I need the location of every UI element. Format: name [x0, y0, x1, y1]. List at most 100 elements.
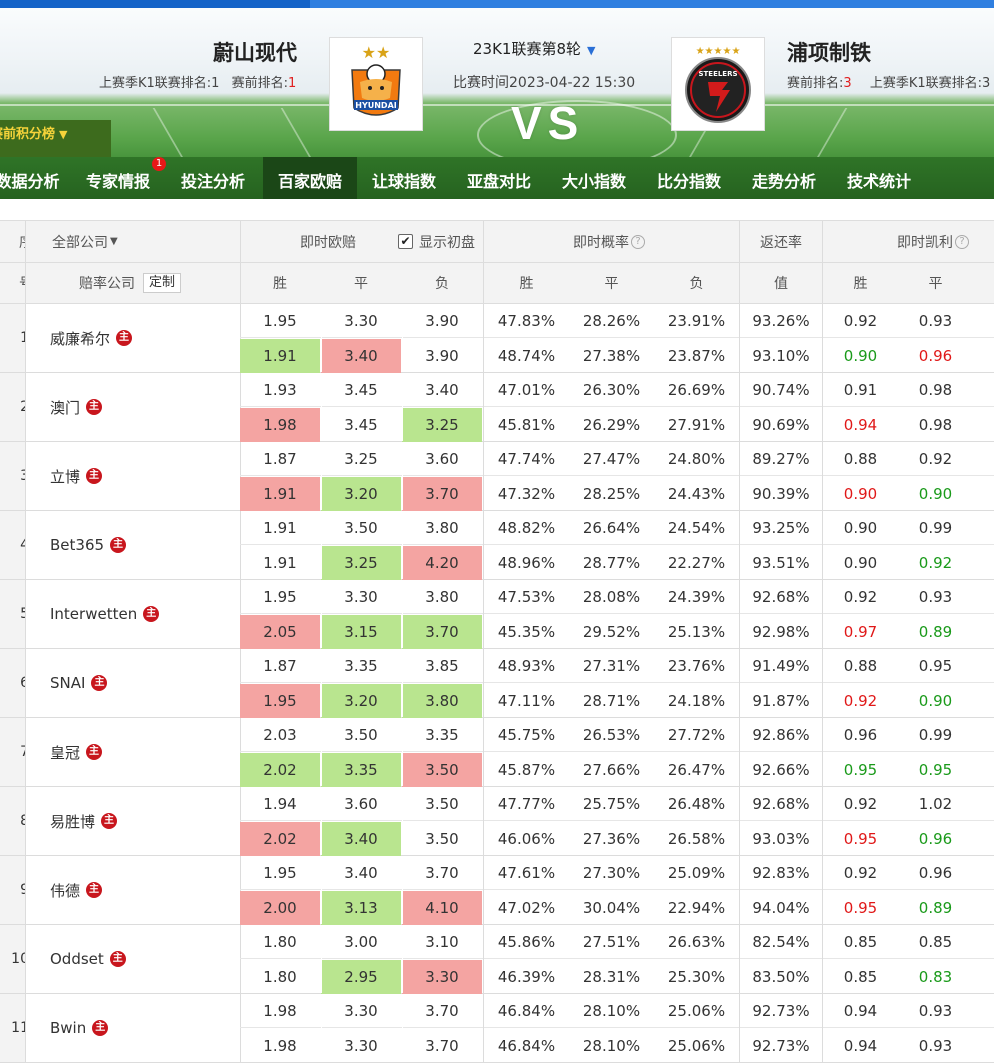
- table-row[interactable]: 3 立博主 1.87 3.25 3.60 47.74% 27.47% 24.80% 89.27%…: [0, 442, 994, 511]
- company-name[interactable]: Bwin 主: [50, 994, 109, 1062]
- company-name-text: 易胜博: [50, 812, 96, 831]
- table-row[interactable]: 8 易胜博主 1.94 3.60 3.50 47.77% 25.75% 26.48% 92.68…: [0, 787, 994, 856]
- odds-draw: 3.45: [344, 381, 378, 399]
- match-round-selector[interactable]: 23K1联赛第8轮 ▼: [473, 38, 595, 59]
- company-name[interactable]: Interwetten 主: [50, 580, 160, 648]
- kelly-draw: 0.96: [918, 347, 953, 365]
- company-name[interactable]: 易胜博主: [50, 787, 118, 855]
- tab-euro-odds[interactable]: 百家欧赔: [263, 157, 357, 199]
- return-rate: 91.87%: [752, 692, 810, 710]
- company-name[interactable]: 澳门主: [50, 373, 103, 441]
- odds-win: 2.02: [240, 753, 320, 787]
- kelly-draw: 0.95: [918, 657, 953, 675]
- company-name[interactable]: 伟德主: [50, 856, 103, 924]
- kelly-win: 0.92: [843, 312, 878, 330]
- row-number: 9: [0, 856, 25, 924]
- help-icon[interactable]: ?: [955, 234, 969, 249]
- prob-win: 47.11%: [497, 692, 556, 710]
- odds-lose: 3.90: [425, 347, 459, 365]
- odds-draw: 3.40: [344, 864, 378, 882]
- help-icon[interactable]: ?: [631, 234, 645, 249]
- table-row[interactable]: 10 Oddset 主 1.80 3.00 3.10 45.86% 27.51% 26.63% 8…: [0, 925, 994, 994]
- company-name[interactable]: Bet365 主: [50, 511, 127, 579]
- kelly-draw: 0.90: [918, 485, 953, 503]
- points-table-label: 赛前积分榜: [0, 127, 56, 142]
- main-badge-icon: 主: [109, 951, 126, 967]
- company-name[interactable]: Oddset 主: [50, 925, 126, 993]
- custom-button[interactable]: 定制: [143, 273, 182, 293]
- points-table-dropdown[interactable]: 赛前积分榜▼: [0, 120, 111, 157]
- company-filter-dropdown[interactable]: 全部公司 ▼: [52, 221, 118, 262]
- main-badge-icon: 主: [110, 537, 127, 553]
- odds-draw: 3.50: [344, 519, 378, 537]
- table-row[interactable]: 7 皇冠主 2.03 3.50 3.35 45.75% 26.53% 27.72% 92.86%…: [0, 718, 994, 787]
- caret-down-icon: ▼: [59, 128, 68, 141]
- home-team-name[interactable]: 蔚山现代: [213, 42, 297, 65]
- tab-score-index[interactable]: 比分指数: [657, 172, 722, 191]
- return-rate: 92.73%: [752, 1037, 810, 1055]
- company-name-text: Bet365: [50, 536, 105, 554]
- company-name-text: Bwin: [50, 1019, 87, 1037]
- odds-subrow-live: 2.05 3.15 3.70 45.35% 29.52% 25.13% 92.98% 0.97…: [240, 615, 994, 649]
- prob-draw: 27.36%: [582, 830, 641, 848]
- home-team-logo[interactable]: ★★ HYUNDAI: [329, 37, 423, 131]
- tab-bet-analysis[interactable]: 投注分析: [181, 172, 246, 191]
- tab-asian-compare[interactable]: 亚盘对比: [467, 172, 532, 191]
- odds-draw: 3.13: [321, 891, 401, 925]
- odds-lose-header: 负: [435, 276, 449, 292]
- company-name[interactable]: 威廉希尔主: [50, 304, 133, 372]
- tab-data-analysis[interactable]: 数据分析: [0, 172, 60, 191]
- odds-subrow-live: 1.98 3.45 3.25 45.81% 26.29% 27.91% 90.69% 0.94…: [240, 408, 994, 442]
- kelly-win: 0.97: [843, 623, 878, 641]
- odds-draw: 3.40: [321, 822, 401, 856]
- company-name[interactable]: 立博主: [50, 442, 103, 510]
- odds-lose: 3.70: [402, 615, 482, 649]
- tab-expert-info[interactable]: 专家情报: [86, 172, 151, 191]
- checkbox-checked-icon[interactable]: ✔: [398, 234, 413, 249]
- show-initial-toggle[interactable]: ✔ 显示初盘: [398, 221, 475, 262]
- company-name[interactable]: SNAI 主: [50, 649, 108, 717]
- table-row[interactable]: 1 威廉希尔主 1.95 3.30 3.90 47.83% 28.26% 23.91% 93.2…: [0, 304, 994, 373]
- table-row[interactable]: 9 伟德主 1.95 3.40 3.70 47.61% 27.30% 25.09% 92.83%…: [0, 856, 994, 925]
- kelly-draw: 0.90: [918, 692, 953, 710]
- tab-over-under[interactable]: 大小指数: [562, 172, 627, 191]
- odds-win: 1.95: [240, 684, 320, 718]
- away-team-name[interactable]: 浦项制铁: [787, 42, 871, 65]
- table-row[interactable]: 11 Bwin 主 1.98 3.30 3.70 46.84% 28.10% 25.06% 92.…: [0, 994, 994, 1063]
- tab-tech-stats[interactable]: 技术统计: [847, 172, 912, 191]
- odds-win: 1.87: [263, 657, 297, 675]
- main-badge-icon: 主: [116, 330, 133, 346]
- company-name-text: 立博: [50, 467, 81, 486]
- kelly-draw: 0.89: [918, 623, 953, 641]
- prob-draw: 27.66%: [582, 761, 641, 779]
- return-rate: 93.51%: [752, 554, 810, 572]
- odds-win: 1.98: [263, 1002, 297, 1020]
- company-name[interactable]: 皇冠主: [50, 718, 103, 786]
- kelly-win: 0.94: [843, 1002, 878, 1020]
- tab-trend-analysis[interactable]: 走势分析: [752, 172, 817, 191]
- prob-win-header: 胜: [519, 276, 534, 292]
- prob-lose: 26.69%: [667, 381, 726, 399]
- odds-subrow-live: 1.98 3.30 3.70 46.84% 28.10% 25.06% 92.73% 0.94…: [240, 1029, 994, 1063]
- table-row[interactable]: 4 Bet365 主 1.91 3.50 3.80 48.82% 26.64% 24.54% 93…: [0, 511, 994, 580]
- odds-win: 1.93: [263, 381, 297, 399]
- table-row[interactable]: 6 SNAI 主 1.87 3.35 3.85 48.93% 27.31% 23.76% 91.4…: [0, 649, 994, 718]
- table-row[interactable]: 2 澳门主 1.93 3.45 3.40 47.01% 26.30% 26.69% 90.74%…: [0, 373, 994, 442]
- kelly-win: 0.92: [843, 692, 878, 710]
- tab-handicap-index[interactable]: 让球指数: [372, 172, 437, 191]
- prob-win: 45.75%: [497, 726, 556, 744]
- odds-lose: 4.20: [402, 546, 482, 580]
- prob-lose-header: 负: [689, 276, 704, 292]
- away-team-logo[interactable]: ★★★★★ STEELERS: [671, 37, 765, 131]
- away-team-info: 赛前排名:3 上赛季K1联赛排名:3: [787, 72, 990, 91]
- table-row[interactable]: 5 Interwetten 主 1.95 3.30 3.80 47.53% 28.08% 24.…: [0, 580, 994, 649]
- odds-subrow-initial: 1.98 3.30 3.70 46.84% 28.10% 25.06% 92.73% 0.94…: [240, 994, 994, 1028]
- odds-win: 1.95: [263, 588, 297, 606]
- company-name-text: 澳门: [50, 398, 81, 417]
- odds-draw: 3.50: [344, 726, 378, 744]
- match-round-label: 23K1联赛第8轮: [473, 40, 582, 58]
- return-rate: 83.50%: [752, 968, 810, 986]
- odds-draw: 3.20: [321, 477, 401, 511]
- chevron-down-icon: ▼: [587, 44, 596, 57]
- odds-lose: 4.10: [402, 891, 482, 925]
